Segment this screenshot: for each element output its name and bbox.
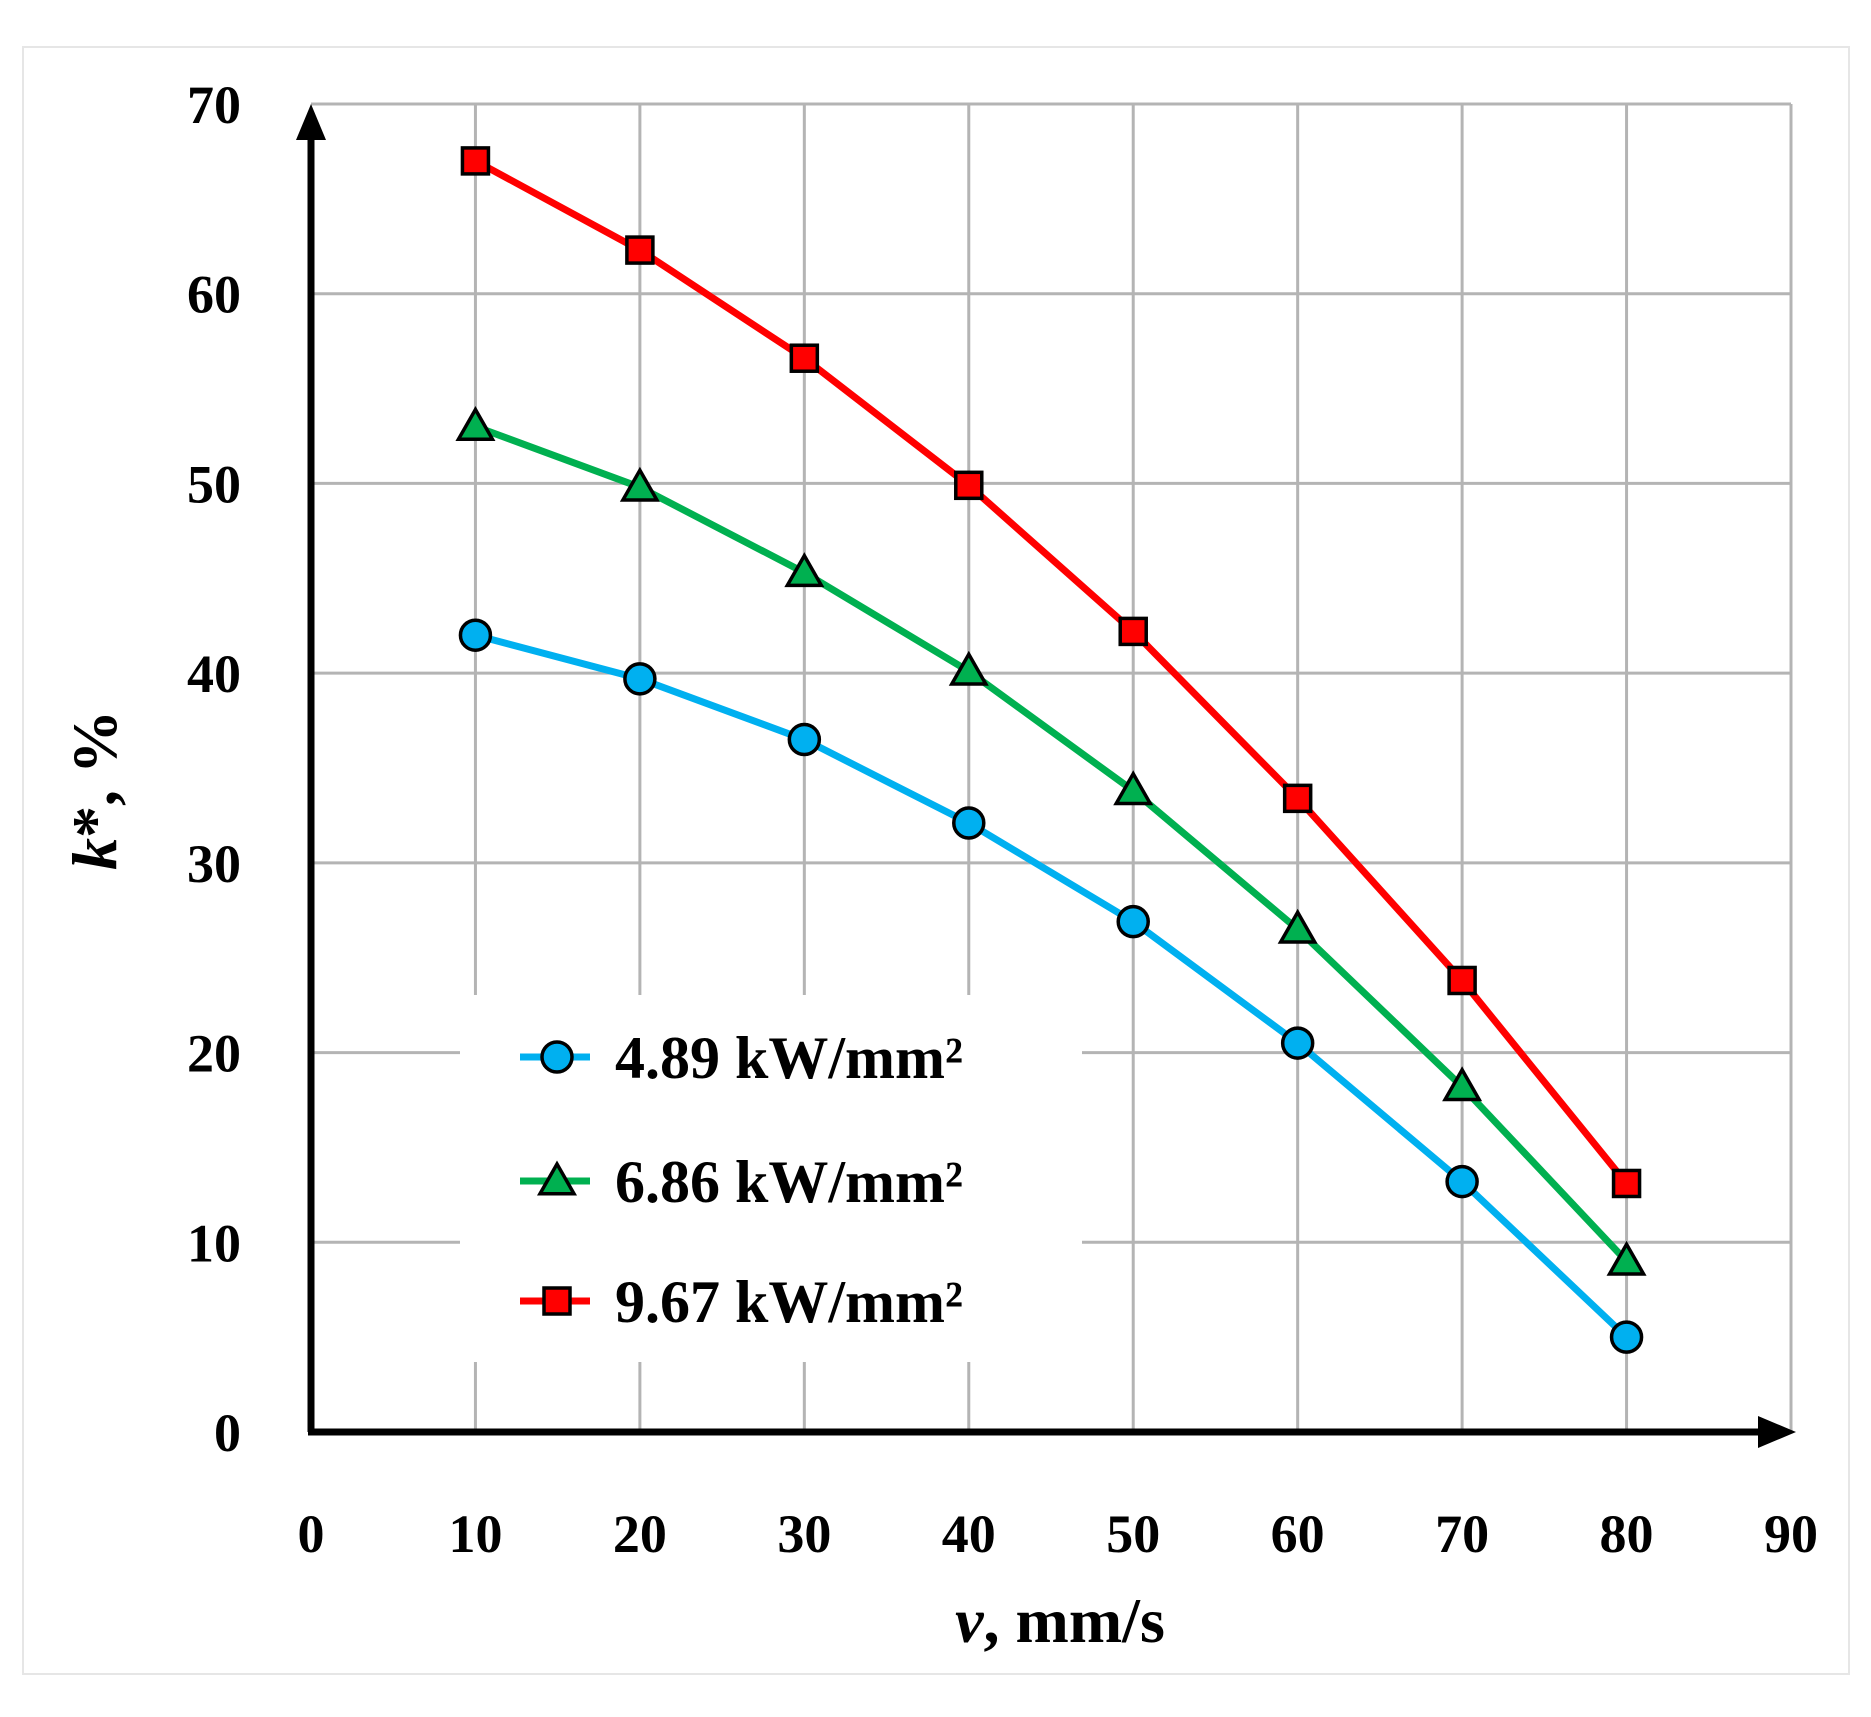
y-axis-arrow bbox=[296, 104, 326, 140]
data-point-1-10 bbox=[455, 405, 496, 442]
series-0 bbox=[458, 618, 1644, 1354]
data-point-0-80 bbox=[1609, 1320, 1644, 1354]
x-tick-label: 50 bbox=[1106, 1504, 1160, 1564]
data-point-0-20 bbox=[623, 662, 657, 696]
x-tick-label: 0 bbox=[298, 1504, 325, 1564]
x-tick-label: 20 bbox=[613, 1504, 667, 1564]
x-tick-label: 80 bbox=[1600, 1504, 1654, 1564]
y-axis-title-var: k bbox=[59, 838, 130, 870]
data-point-2-10 bbox=[460, 146, 491, 176]
series-line-2 bbox=[471, 157, 1631, 1187]
x-tick-label: 30 bbox=[777, 1504, 831, 1564]
data-point-2-30 bbox=[789, 343, 820, 373]
x-axis-title-var: v bbox=[955, 1585, 984, 1656]
x-axis-arrow bbox=[1758, 1416, 1796, 1448]
y-tick-label: 40 bbox=[187, 644, 241, 704]
chart-frame bbox=[22, 46, 1850, 1675]
y-tick-label: 50 bbox=[187, 454, 241, 514]
data-point-0-10 bbox=[458, 618, 493, 652]
legend-label: 9.67 kW/mm² bbox=[615, 1269, 963, 1335]
tick-labels: 0 10 20 30 40 50 60 70 80 90 0 10 20 30 40 50 60 70 bbox=[187, 75, 1818, 1564]
y-tick-label: 20 bbox=[187, 1024, 241, 1084]
legend-item-series-2: 9.67 kW/mm² bbox=[520, 1269, 963, 1335]
x-tick-label: 40 bbox=[942, 1504, 996, 1564]
y-tick-label: 60 bbox=[187, 265, 241, 325]
data-point-2-80 bbox=[1611, 1168, 1642, 1199]
x-axis-title: v, mm/s bbox=[955, 1585, 1165, 1656]
legend-label: 6.86 kW/mm² bbox=[615, 1149, 963, 1215]
data-point-1-30 bbox=[784, 552, 825, 588]
data-point-0-30 bbox=[787, 722, 822, 757]
data-point-2-20 bbox=[625, 235, 655, 265]
data-point-2-70 bbox=[1447, 965, 1477, 996]
legend-marker bbox=[536, 1160, 578, 1196]
x-tick-label: 10 bbox=[448, 1504, 502, 1564]
data-point-2-60 bbox=[1282, 783, 1313, 814]
data-point-2-50 bbox=[1118, 616, 1148, 647]
y-tick-label: 70 bbox=[187, 75, 241, 135]
y-tick-label: 10 bbox=[187, 1213, 241, 1273]
legend-label: 4.89 kW/mm² bbox=[615, 1025, 963, 1091]
legend-marker bbox=[542, 1286, 572, 1316]
data-point-0-50 bbox=[1116, 904, 1150, 939]
data-point-0-40 bbox=[952, 806, 986, 840]
data-point-1-60 bbox=[1277, 908, 1318, 944]
y-axis-title: k*, % bbox=[59, 710, 130, 870]
axes bbox=[296, 104, 1796, 1448]
data-point-0-60 bbox=[1280, 1026, 1315, 1060]
x-tick-label: 70 bbox=[1435, 1504, 1489, 1564]
series-1 bbox=[455, 405, 1647, 1276]
series-2 bbox=[460, 146, 1642, 1199]
data-point-1-80 bbox=[1606, 1240, 1647, 1276]
data-point-1-50 bbox=[1113, 770, 1154, 806]
data-point-1-20 bbox=[619, 466, 660, 502]
data-point-1-40 bbox=[948, 650, 989, 686]
y-axis-title-unit: *, % bbox=[59, 710, 130, 838]
data-point-2-40 bbox=[954, 470, 984, 501]
legend-item-series-0: 4.89 kW/mm² bbox=[520, 1025, 963, 1091]
series-line-1 bbox=[471, 423, 1631, 1265]
x-axis-title-unit: , mm/s bbox=[984, 1585, 1165, 1656]
y-tick-label: 30 bbox=[187, 834, 241, 894]
series-group bbox=[455, 146, 1647, 1354]
data-point-1-70 bbox=[1442, 1066, 1483, 1102]
y-tick-label: 0 bbox=[214, 1403, 241, 1463]
legend-item-series-1: 6.86 kW/mm² bbox=[520, 1149, 963, 1215]
legend-marker bbox=[540, 1040, 574, 1074]
data-point-0-70 bbox=[1445, 1164, 1479, 1199]
legend: 4.89 kW/mm² 6.86 kW/mm² 9.67 kW/mm² bbox=[520, 1025, 963, 1335]
series-line-0 bbox=[471, 631, 1631, 1341]
x-tick-label: 90 bbox=[1764, 1504, 1818, 1564]
x-tick-label: 60 bbox=[1271, 1504, 1325, 1564]
